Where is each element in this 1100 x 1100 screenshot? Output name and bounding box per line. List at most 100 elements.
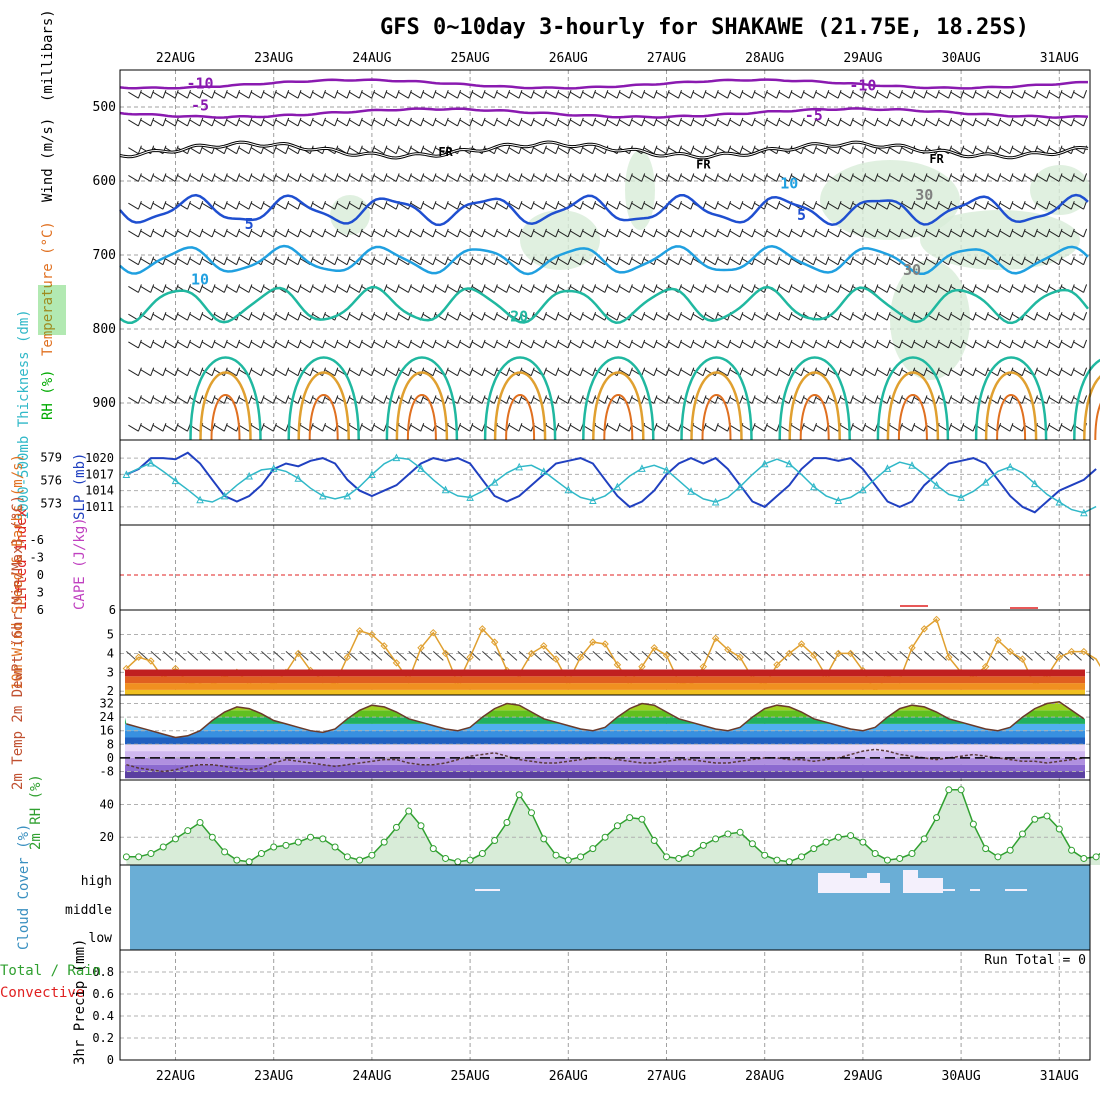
wind-barb: [950, 369, 962, 377]
wind-barb-flag: [800, 367, 805, 376]
wind-barb-flag: [972, 312, 977, 321]
wind-barb-flag: [849, 145, 854, 154]
wind-barb: [766, 341, 777, 349]
wind-barb-flag: [1009, 339, 1014, 349]
panel-border: [119, 524, 1091, 611]
wind-barb: [1024, 286, 1035, 293]
sfc-wind-barb: [948, 650, 960, 661]
top-date-label: 30AUG: [942, 51, 981, 66]
wind-barb-flag: [984, 339, 989, 349]
wind-barb-flag: [469, 423, 474, 432]
wind-barb-flag: [371, 284, 376, 293]
wind-barb: [692, 147, 704, 155]
wind-barb: [1024, 230, 1035, 238]
wind-barb: [754, 424, 765, 432]
wind-barb: [778, 286, 790, 293]
sfc-wind-barb: [543, 650, 555, 661]
thickness-marker: [318, 491, 327, 500]
wind-barb-flag: [653, 339, 658, 349]
wind-barb-flag: [555, 423, 560, 432]
wind-barb-flag: [948, 117, 953, 127]
wind-barb: [729, 147, 741, 155]
top-date-label: 31AUG: [1040, 51, 1079, 66]
wind-barb-flag: [739, 117, 744, 127]
sfc-wind-barb: [457, 650, 469, 661]
temp-color-band: [125, 751, 1085, 758]
wind-barb: [312, 91, 323, 99]
wind-barb-flag: [948, 339, 953, 349]
wind-barb-flag: [137, 367, 142, 376]
wind-barb-flag: [297, 312, 302, 321]
sfc-wind-barb: [396, 650, 407, 661]
ylabel-part: RH (%): [40, 369, 56, 420]
wind-barb: [619, 369, 630, 377]
wind-barb: [361, 313, 372, 321]
wind-barb-flag: [444, 173, 449, 182]
wind-barb: [299, 286, 311, 293]
wind-barb-flag: [862, 228, 867, 238]
wind-barb-flag: [481, 339, 486, 349]
wind-barb: [570, 119, 581, 127]
wind-barb-flag: [137, 284, 142, 293]
temp-color-band: [125, 669, 1085, 677]
wind-barb: [471, 175, 483, 182]
wind-barb: [533, 230, 544, 238]
wind-barb-flag: [481, 312, 486, 321]
wind-barb: [803, 258, 814, 266]
wind-barb: [950, 119, 962, 127]
wind-barb-flag: [248, 173, 253, 182]
wind-barb-flag: [690, 395, 695, 404]
sfc-wind-barb: [678, 650, 690, 661]
wind-barb-flag: [874, 284, 879, 293]
wind-barb: [790, 91, 802, 99]
wind-barb: [275, 91, 286, 99]
wind-barb-flag: [358, 339, 363, 349]
wind-barb: [864, 397, 876, 404]
contour-freezing-inner: [119, 141, 1089, 159]
wind-barb: [201, 119, 213, 127]
wind-barb-flag: [997, 395, 1002, 404]
thickness-marker: [809, 482, 818, 491]
wind-barb: [214, 341, 225, 349]
wind-barb-flag: [751, 367, 756, 376]
wind-barb: [962, 230, 974, 238]
wind-barb: [606, 258, 618, 266]
wind-barb-flag: [690, 367, 695, 376]
wind-barb-flag: [813, 339, 817, 349]
wind-barb-flag: [346, 367, 351, 376]
thickness-marker: [908, 461, 916, 469]
wind-barb-flag: [592, 339, 597, 349]
wind-barb-flag: [911, 228, 916, 238]
wind-barb-flag: [616, 201, 621, 210]
wind-speed-marker: [380, 642, 388, 650]
wind-barb-flag: [1021, 395, 1026, 404]
wind-barb: [287, 91, 299, 99]
wind-barb-flag: [285, 90, 290, 99]
wind-barb: [668, 230, 679, 238]
wind-barb: [287, 119, 299, 127]
wind-barb: [238, 91, 250, 99]
wind-barb-flag: [457, 201, 462, 210]
wind-barb-flag: [518, 90, 523, 99]
wind-barb-flag: [972, 256, 977, 265]
wind-barb: [840, 286, 851, 293]
wind-barb-flag: [162, 312, 167, 321]
wind-barb-flag: [137, 339, 142, 349]
wind-barb-flag: [530, 201, 535, 210]
rh-marker: [442, 854, 450, 862]
wind-barb: [1024, 91, 1035, 99]
wind-barb: [398, 230, 409, 238]
wind-barb-flag: [1021, 173, 1026, 182]
contour-label: 10: [780, 174, 798, 192]
wind-barb: [950, 175, 962, 182]
wind-barb: [864, 175, 876, 182]
wind-barb: [729, 91, 741, 99]
wind-barb-flag: [948, 395, 953, 404]
rh-tick-label: 40: [100, 798, 114, 812]
wind-barb-flag: [579, 201, 584, 210]
wind-barb: [275, 258, 286, 266]
wind-barb-flag: [1009, 90, 1014, 99]
wind-barb: [422, 341, 434, 349]
wind-barb-flag: [960, 423, 965, 432]
wind-barb-flag: [395, 173, 400, 182]
